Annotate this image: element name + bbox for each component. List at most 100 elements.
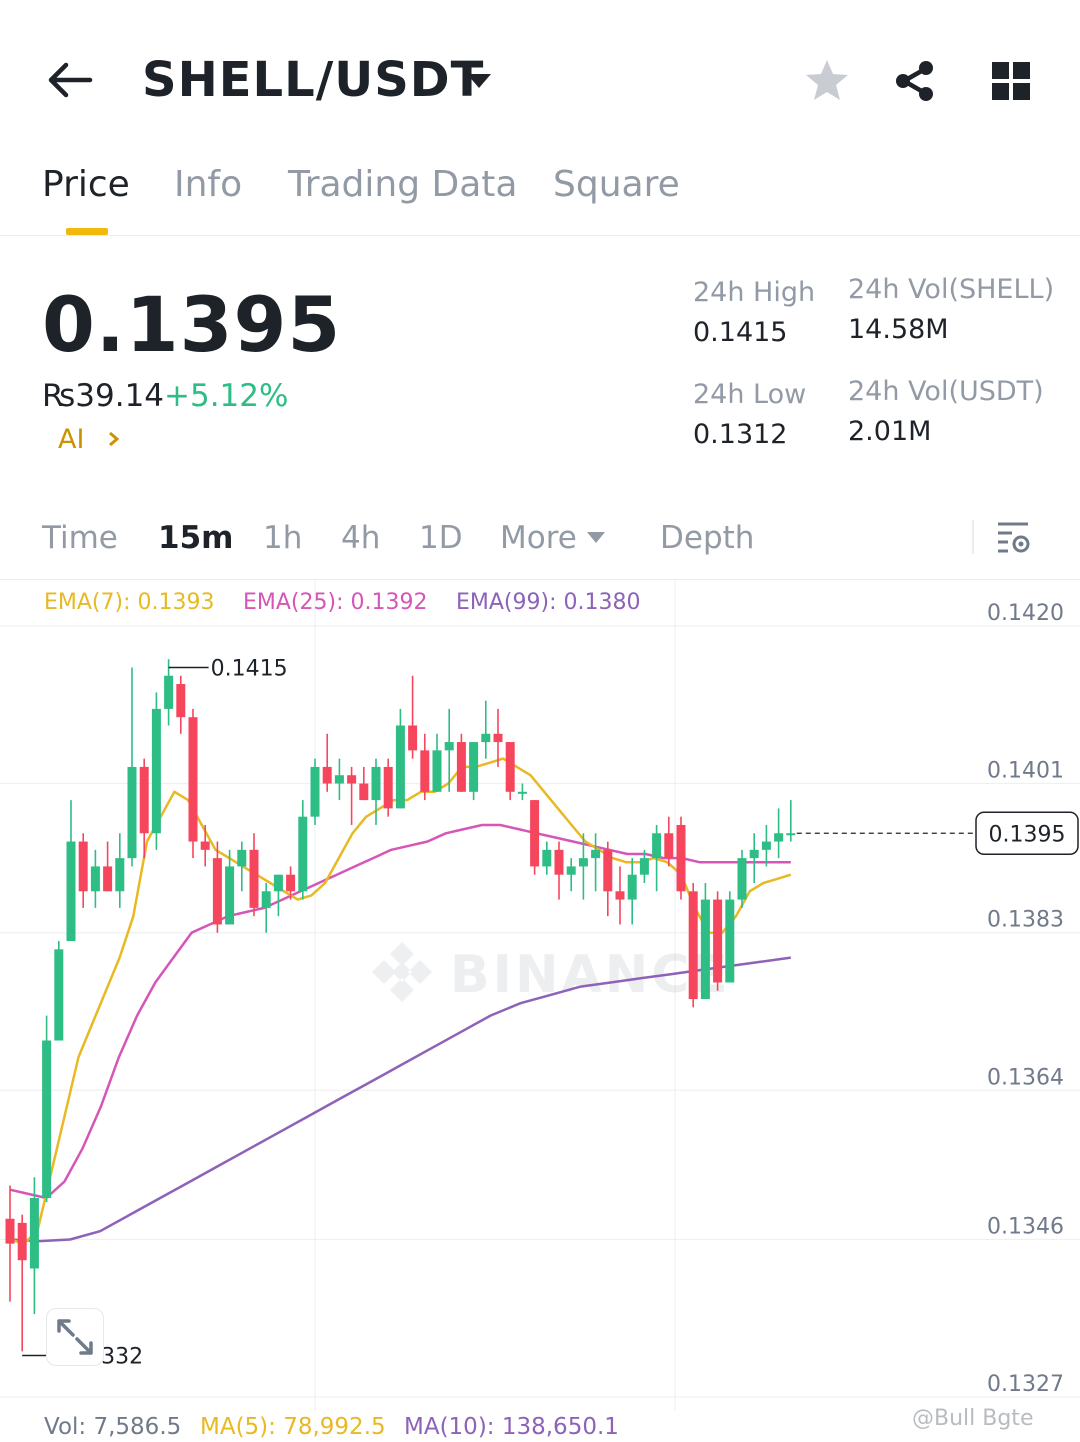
candle <box>347 766 357 825</box>
candle-body <box>237 849 247 867</box>
candle-body <box>664 833 674 859</box>
candle <box>66 800 76 942</box>
exchange-watermark: BINANCE <box>372 942 731 1005</box>
candle <box>700 883 710 1000</box>
stat-24h-vol-base-label: 24h Vol(SHELL) <box>848 274 1055 305</box>
tab-info[interactable]: Info <box>174 164 243 205</box>
candle-body <box>5 1218 15 1244</box>
last-price: 0.1395 <box>42 280 342 369</box>
candle <box>29 1177 39 1315</box>
candle <box>54 941 64 1041</box>
candle <box>432 733 442 792</box>
candle <box>627 858 637 925</box>
candle <box>359 766 369 801</box>
tab-square[interactable]: Square <box>553 164 680 205</box>
interval-separator <box>972 520 974 554</box>
candle <box>578 833 588 900</box>
candle-body <box>432 750 442 792</box>
candle <box>725 891 735 983</box>
candle <box>298 800 308 900</box>
candle-body <box>54 949 64 1041</box>
candle-body <box>249 849 259 908</box>
candle-body <box>176 684 186 718</box>
expand-chart-button[interactable] <box>46 1308 104 1366</box>
candle-body <box>542 849 552 867</box>
candle-body <box>286 874 296 892</box>
price-tick-label: 0.1401 <box>987 759 1064 784</box>
candle-body <box>200 841 210 850</box>
candle <box>420 733 430 801</box>
candle-body <box>517 791 527 794</box>
interval-4h[interactable]: 4h <box>341 520 381 556</box>
interval-15m[interactable]: 15m <box>158 520 234 556</box>
caret-down-icon[interactable] <box>586 531 606 544</box>
candle <box>749 833 759 883</box>
share-icon[interactable] <box>892 58 938 104</box>
candle-body <box>566 866 576 875</box>
candle-body <box>408 725 418 751</box>
ema99-label: EMA(99): 0.1380 <box>456 590 641 615</box>
candle-body <box>334 775 344 784</box>
back-arrow-icon[interactable] <box>46 60 94 100</box>
candle-body <box>603 849 613 892</box>
candle-body <box>639 858 649 875</box>
ema25-label: EMA(25): 0.1392 <box>243 590 428 615</box>
candle-body <box>347 775 357 784</box>
candle <box>774 808 784 859</box>
candle <box>530 800 540 875</box>
candle-body <box>139 766 149 834</box>
candle <box>383 758 393 817</box>
star-icon[interactable] <box>804 58 850 104</box>
candle <box>542 841 552 875</box>
interval-time[interactable]: Time <box>42 520 118 556</box>
pair-title[interactable]: SHELL/USDT <box>142 52 485 108</box>
price-tick-label: 0.1346 <box>987 1214 1064 1239</box>
candle-body <box>17 1222 27 1261</box>
active-tab-indicator <box>66 228 108 235</box>
caret-down-icon[interactable] <box>466 72 492 90</box>
interval-depth[interactable]: Depth <box>660 520 755 556</box>
tab-price[interactable]: Price <box>42 164 130 205</box>
candle-body <box>554 849 564 875</box>
candle <box>737 849 747 908</box>
grid-icon[interactable] <box>990 60 1032 102</box>
candle <box>139 758 149 859</box>
interval-more[interactable]: More <box>500 520 577 556</box>
price-tick-label: 0.1420 <box>987 601 1064 626</box>
candle-body <box>700 899 710 1000</box>
candlestick-chart[interactable]: BINANCE 0.1420 0.1401 0.1383 0.1364 0.1346 0.… <box>0 580 1080 1410</box>
chart-settings-icon[interactable] <box>994 518 1032 556</box>
candle-body <box>164 675 174 709</box>
volume-value: Vol: 7,586.5 <box>44 1414 182 1440</box>
candle <box>395 708 405 809</box>
tab-trading-data[interactable]: Trading Data <box>288 164 518 205</box>
candle-body <box>725 899 735 983</box>
fiat-price: ₨39.14 <box>42 378 165 414</box>
candle-body <box>115 858 125 892</box>
candle-body <box>615 891 625 900</box>
candle <box>517 783 527 801</box>
candle <box>481 700 491 759</box>
chevron-right-icon[interactable] <box>106 430 122 448</box>
candle-body <box>749 849 759 859</box>
candle-body <box>383 766 393 809</box>
interval-1h[interactable]: 1h <box>263 520 303 556</box>
interval-1d[interactable]: 1D <box>419 520 463 556</box>
candle <box>639 849 649 883</box>
candle <box>371 758 381 825</box>
candle <box>237 841 247 892</box>
ema25-line <box>9 823 791 1200</box>
volume-ma10: MA(10): 138,650.1 <box>404 1414 619 1440</box>
watermark-text: BINANCE <box>450 945 731 1005</box>
candle <box>273 874 283 917</box>
candle <box>188 708 198 859</box>
candle-body <box>261 891 271 908</box>
candle <box>566 858 576 892</box>
candle <box>615 866 625 925</box>
candle-body <box>469 742 479 792</box>
current-price-label: 0.1395 <box>989 822 1066 847</box>
ai-link[interactable]: AI <box>58 424 85 455</box>
stat-24h-high-value: 0.1415 <box>693 317 788 348</box>
candle <box>761 824 771 867</box>
tabs-divider <box>0 235 1080 236</box>
